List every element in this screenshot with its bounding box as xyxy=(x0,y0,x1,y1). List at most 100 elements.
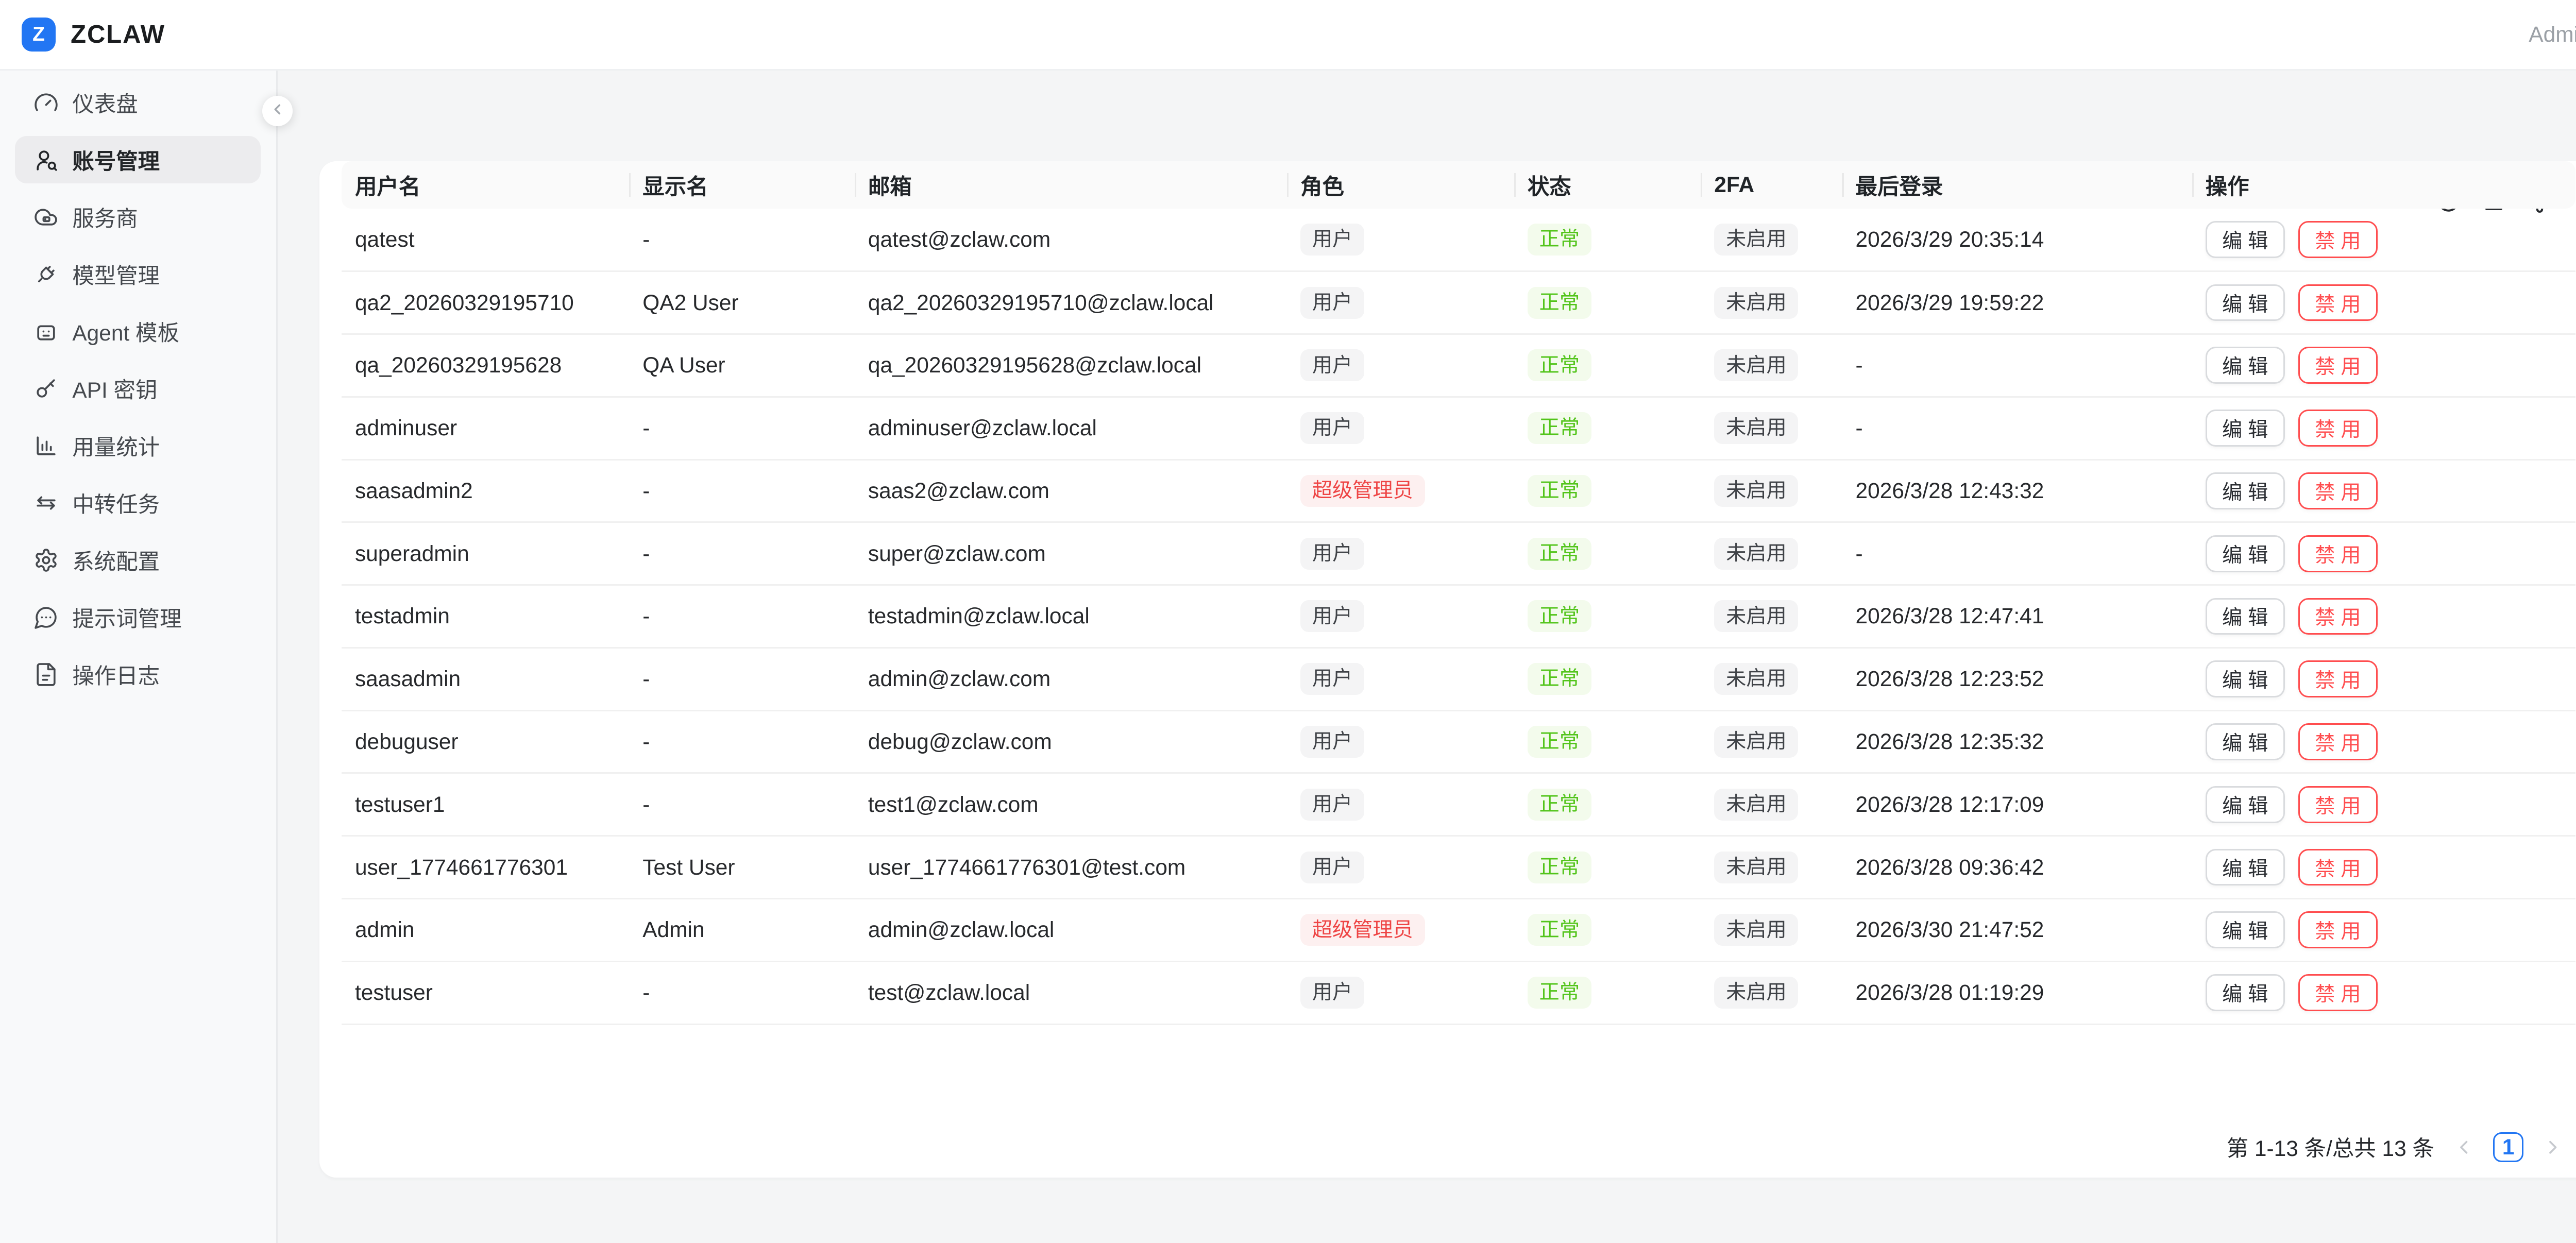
column-header-5: 2FA xyxy=(1701,161,1842,209)
table-row: superadmin - super@zclaw.com 用户 正常 未启用 - 编 辑禁 用 xyxy=(341,522,2576,586)
disable-button[interactable]: 禁 用 xyxy=(2298,911,2378,949)
cell-last-login: 2026/3/28 12:35:32 xyxy=(1842,710,2192,774)
table-row: debuguser - debug@zclaw.com 用户 正常 未启用 2026/3/2… xyxy=(341,710,2576,774)
cell-last-login: 2026/3/30 21:47:52 xyxy=(1842,898,2192,962)
sidebar-item-label: 仪表盘 xyxy=(72,92,138,116)
pagination-page-1[interactable]: 1 xyxy=(2493,1132,2523,1163)
status-tag: 正常 xyxy=(1527,224,1591,256)
table-row: saasadmin - admin@zclaw.com 用户 正常 未启用 2026/3/2… xyxy=(341,648,2576,711)
table-row: admin Admin admin@zclaw.local 超级管理员 正常 未启用 202… xyxy=(341,898,2576,962)
disable-button[interactable]: 禁 用 xyxy=(2298,284,2378,321)
table-row: adminuser - adminuser@zclaw.local 用户 正常 未启用 - 编… xyxy=(341,397,2576,461)
bar-chart-icon xyxy=(33,433,59,458)
sidebar-item-agent-templates[interactable]: Agent 模板 xyxy=(15,308,261,354)
edit-button[interactable]: 编 辑 xyxy=(2205,221,2285,258)
cell-display-name: - xyxy=(629,773,855,837)
disable-button[interactable]: 禁 用 xyxy=(2298,848,2378,886)
cell-2fa: 未启用 xyxy=(1701,710,1842,774)
cell-2fa: 未启用 xyxy=(1701,334,1842,398)
cell-status: 正常 xyxy=(1514,836,1701,899)
sidebar-item-relay-tasks[interactable]: 中转任务 xyxy=(15,479,261,526)
cell-role: 用户 xyxy=(1286,836,1514,899)
cell-username: qa2_20260329195710 xyxy=(341,271,630,335)
sidebar-collapse-button[interactable] xyxy=(262,96,293,126)
sidebar-item-api-keys[interactable]: API 密钥 xyxy=(15,365,261,412)
role-tag: 用户 xyxy=(1300,726,1365,758)
sidebar-item-label: 系统配置 xyxy=(72,549,160,574)
app-header: Z ZCLAW Admin xyxy=(0,0,2576,71)
sidebar-item-accounts[interactable]: 账号管理 xyxy=(15,136,261,183)
cell-2fa: 未启用 xyxy=(1701,773,1842,837)
user-search-icon xyxy=(33,147,59,173)
cell-display-name: Admin xyxy=(629,898,855,962)
disable-button[interactable]: 禁 用 xyxy=(2298,660,2378,698)
sidebar-item-system-config[interactable]: 系统配置 xyxy=(15,536,261,583)
sidebar-item-prompts[interactable]: 提示词管理 xyxy=(15,593,261,640)
table-row: testadmin - testadmin@zclaw.local 用户 正常 未启用 20… xyxy=(341,585,2576,649)
sidebar-item-usage-stats[interactable]: 用量统计 xyxy=(15,422,261,469)
cell-2fa: 未启用 xyxy=(1701,898,1842,962)
twofa-tag: 未启用 xyxy=(1714,977,1799,1009)
sidebar-item-dashboard[interactable]: 仪表盘 xyxy=(15,79,261,126)
sidebar-item-label: 提示词管理 xyxy=(72,606,182,631)
cell-username: qatest xyxy=(341,208,630,273)
cell-2fa: 未启用 xyxy=(1701,208,1842,273)
edit-button[interactable]: 编 辑 xyxy=(2205,410,2285,447)
cell-display-name: - xyxy=(629,397,855,461)
disable-button[interactable]: 禁 用 xyxy=(2298,472,2378,509)
edit-button[interactable]: 编 辑 xyxy=(2205,347,2285,384)
cell-username: saasadmin xyxy=(341,648,630,711)
edit-button[interactable]: 编 辑 xyxy=(2205,284,2285,321)
disable-button[interactable]: 禁 用 xyxy=(2298,410,2378,447)
table-row: qatest - qatest@zclaw.com 用户 正常 未启用 2026/3/29 … xyxy=(341,208,2576,273)
pagination-prev-button[interactable] xyxy=(2453,1136,2475,1158)
user-menu[interactable]: Admin xyxy=(2529,22,2576,47)
cell-username: testadmin xyxy=(341,585,630,649)
sidebar-item-providers[interactable]: 服务商 xyxy=(15,193,261,240)
cell-display-name: - xyxy=(629,710,855,774)
cell-email: test@zclaw.local xyxy=(854,961,1287,1025)
disable-button[interactable]: 禁 用 xyxy=(2298,974,2378,1012)
column-header-2: 邮箱 xyxy=(854,161,1287,209)
edit-button[interactable]: 编 辑 xyxy=(2205,660,2285,698)
sidebar-item-logs[interactable]: 操作日志 xyxy=(15,651,261,697)
disable-button[interactable]: 禁 用 xyxy=(2298,347,2378,384)
role-tag: 超级管理员 xyxy=(1300,914,1425,946)
sidebar-item-label: API 密钥 xyxy=(72,378,158,402)
cell-username: debuguser xyxy=(341,710,630,774)
edit-button[interactable]: 编 辑 xyxy=(2205,786,2285,823)
sidebar-item-models[interactable]: 模型管理 xyxy=(15,250,261,297)
pagination-next-button[interactable] xyxy=(2542,1136,2564,1158)
column-header-6: 最后登录 xyxy=(1842,161,2192,209)
cell-role: 超级管理员 xyxy=(1286,459,1514,523)
table-row: testuser - test@zclaw.local 用户 正常 未启用 2026/3/2… xyxy=(341,961,2576,1025)
edit-button[interactable]: 编 辑 xyxy=(2205,598,2285,635)
role-tag: 用户 xyxy=(1300,788,1365,821)
cell-display-name: - xyxy=(629,585,855,649)
edit-button[interactable]: 编 辑 xyxy=(2205,974,2285,1012)
twofa-tag: 未启用 xyxy=(1714,224,1799,256)
cell-status: 正常 xyxy=(1514,459,1701,523)
cell-email: qatest@zclaw.com xyxy=(854,208,1287,273)
disable-button[interactable]: 禁 用 xyxy=(2298,598,2378,635)
cell-2fa: 未启用 xyxy=(1701,459,1842,523)
cell-status: 正常 xyxy=(1514,271,1701,335)
plug-icon xyxy=(33,262,59,287)
edit-button[interactable]: 编 辑 xyxy=(2205,723,2285,760)
role-tag: 用户 xyxy=(1300,349,1365,382)
cell-username: superadmin xyxy=(341,522,630,586)
edit-button[interactable]: 编 辑 xyxy=(2205,472,2285,509)
cell-username: testuser1 xyxy=(341,773,630,837)
sidebar-nav: 仪表盘账号管理服务商模型管理 Agent 模板 API 密钥用量统计中转任务系统配置… xyxy=(0,79,276,697)
cell-status: 正常 xyxy=(1514,773,1701,837)
cell-actions: 编 辑禁 用 xyxy=(2192,397,2576,461)
disable-button[interactable]: 禁 用 xyxy=(2298,221,2378,258)
edit-button[interactable]: 编 辑 xyxy=(2205,535,2285,572)
role-tag: 用户 xyxy=(1300,537,1365,570)
cell-status: 正常 xyxy=(1514,961,1701,1025)
disable-button[interactable]: 禁 用 xyxy=(2298,786,2378,823)
edit-button[interactable]: 编 辑 xyxy=(2205,848,2285,886)
edit-button[interactable]: 编 辑 xyxy=(2205,911,2285,949)
disable-button[interactable]: 禁 用 xyxy=(2298,723,2378,760)
disable-button[interactable]: 禁 用 xyxy=(2298,535,2378,572)
